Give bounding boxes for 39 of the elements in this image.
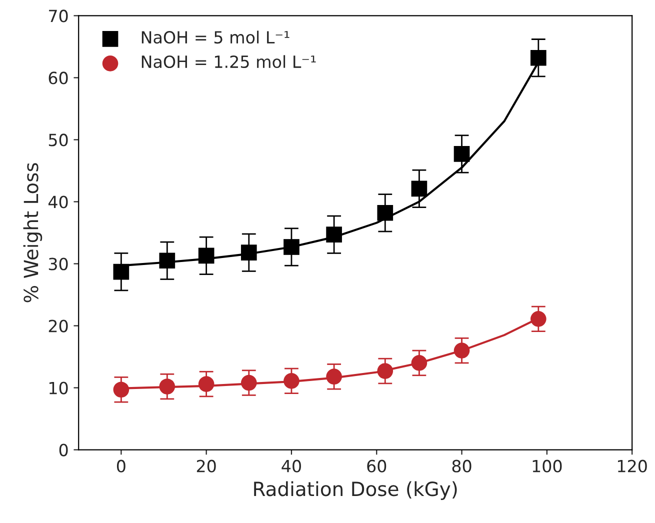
- point: [326, 368, 342, 385]
- y-tick-label: 40: [48, 196, 68, 208]
- point: [377, 204, 394, 221]
- legend-label: NaOH = 1.25 mol L⁻¹: [142, 55, 316, 68]
- x-tick-label: 0: [116, 460, 126, 472]
- x-tick-label: 20: [196, 460, 216, 472]
- x-tick-label: 120: [618, 460, 647, 472]
- point: [411, 355, 428, 371]
- point: [530, 50, 546, 66]
- x-tick-label: 100: [532, 460, 562, 472]
- point: [159, 252, 176, 269]
- point: [326, 226, 342, 243]
- point: [159, 378, 176, 394]
- point: [198, 376, 214, 392]
- y-tick-label: 50: [48, 134, 68, 146]
- x-tick-label: 40: [282, 460, 301, 472]
- y-axis-title: % Weight Loss: [23, 163, 42, 302]
- point: [530, 311, 546, 327]
- y-tick-label: 60: [48, 72, 68, 84]
- y-tick-label: 20: [48, 320, 68, 332]
- point: [377, 363, 394, 379]
- point: [454, 342, 470, 358]
- point: [454, 146, 470, 162]
- point: [113, 382, 130, 398]
- point: [284, 239, 300, 255]
- point: [113, 264, 130, 280]
- point: [240, 374, 257, 391]
- x-tick-label: 60: [367, 460, 386, 472]
- x-tick-label: 80: [452, 460, 472, 472]
- point: [198, 248, 214, 264]
- y-tick-label: 10: [50, 382, 68, 394]
- y-tick-label: 70: [49, 10, 68, 22]
- point: [411, 180, 428, 197]
- x-axis-title: Radiation Dose (kGy): [254, 481, 457, 500]
- legend-label: NaOH = 5 mol L⁻¹: [142, 30, 290, 44]
- y-tick-label: 0: [59, 444, 68, 456]
- point: [240, 244, 257, 260]
- y-tick-label: 30: [48, 258, 68, 270]
- point: [284, 373, 300, 389]
